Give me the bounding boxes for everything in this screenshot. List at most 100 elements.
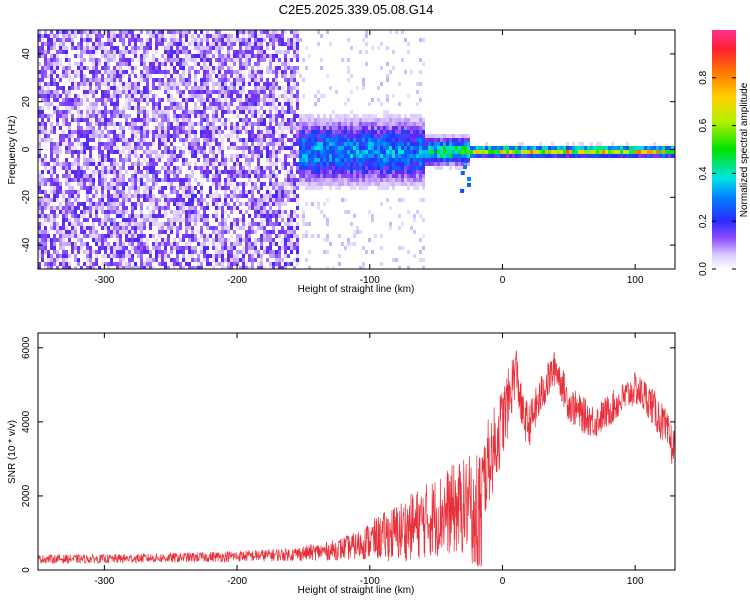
- spectrogram-cell: [200, 246, 203, 250]
- spectrogram-cell: [131, 210, 134, 214]
- spectrogram-cell: [230, 198, 233, 202]
- spectrogram-cell: [260, 86, 263, 90]
- spectrogram-cell: [446, 162, 449, 166]
- spectrogram-cell: [140, 138, 143, 142]
- spectrogram-cell: [539, 150, 542, 154]
- spectrogram-cell: [200, 110, 203, 114]
- spectrogram-cell: [386, 78, 389, 82]
- spectrogram-cell: [59, 150, 62, 154]
- spectrogram-cell: [248, 98, 251, 102]
- spectrogram-cell: [365, 114, 368, 118]
- spectrogram-cell: [170, 218, 173, 222]
- spectrogram-cell: [395, 182, 398, 186]
- spectrogram-cell: [89, 162, 92, 166]
- spectrogram-cell: [224, 70, 227, 74]
- spectrogram-cell: [221, 90, 224, 94]
- spectrogram-cell: [365, 134, 368, 138]
- spectrogram-cell: [350, 186, 353, 190]
- spectrogram-cell: [119, 214, 122, 218]
- spectrogram-cell: [107, 242, 110, 246]
- spectrogram-cell: [185, 54, 188, 58]
- spectrogram-cell: [95, 254, 98, 258]
- spectrogram-cell: [122, 198, 125, 202]
- spectrogram-cell: [320, 138, 323, 142]
- spectrogram-cell: [305, 222, 308, 226]
- spectrogram-cell: [194, 146, 197, 150]
- spectrogram-cell: [251, 186, 254, 190]
- spectrogram-cell: [188, 262, 191, 266]
- spectrogram-cell: [113, 242, 116, 246]
- spectrogram-cell: [215, 118, 218, 122]
- spectrogram-cell: [233, 86, 236, 90]
- spectrogram-cell: [305, 170, 308, 174]
- spectrogram-cell: [395, 118, 398, 122]
- spectrogram-cell: [272, 138, 275, 142]
- spectrogram-cell: [137, 198, 140, 202]
- spectrogram-cell: [521, 150, 524, 154]
- spectrogram-cell: [224, 246, 227, 250]
- spectrogram-cell: [323, 122, 326, 126]
- spectrogram-cell: [206, 222, 209, 226]
- spectrogram-cell: [251, 114, 254, 118]
- spectrogram-cell: [209, 90, 212, 94]
- spectrogram-cell: [44, 190, 47, 194]
- spectrogram-cell: [119, 254, 122, 258]
- spectrogram-cell: [47, 178, 50, 182]
- spectrogram-cell: [275, 218, 278, 222]
- spectrogram-cell: [287, 106, 290, 110]
- spectrogram-cell: [278, 122, 281, 126]
- spectrogram-cell: [53, 94, 56, 98]
- spectrogram-cell: [374, 174, 377, 178]
- spectrogram-cell: [80, 222, 83, 226]
- spectrogram-cell: [101, 210, 104, 214]
- spectrogram-cell: [38, 110, 41, 114]
- spectrogram-cell: [293, 122, 296, 126]
- spectrogram-cell: [464, 134, 467, 138]
- spectrogram-cell: [461, 154, 464, 158]
- spectrogram-cell: [392, 186, 395, 190]
- spectrogram-cell: [248, 190, 251, 194]
- spectrogram-cell: [275, 198, 278, 202]
- spectrogram-cell: [95, 98, 98, 102]
- spectrogram-cell: [248, 130, 251, 134]
- spectrogram-cell: [158, 242, 161, 246]
- spectrogram-cell: [77, 174, 80, 178]
- spectrogram-cell: [176, 38, 179, 42]
- spectrogram-cell: [509, 150, 512, 154]
- spectrogram-cell: [104, 62, 107, 66]
- spectrogram-cell: [296, 194, 299, 198]
- spectrogram-cell: [221, 170, 224, 174]
- spectrogram-cell: [209, 186, 212, 190]
- spectrogram-cell: [218, 82, 221, 86]
- spectrogram-cell: [113, 182, 116, 186]
- spectrogram-cell: [578, 146, 581, 150]
- spectrogram-cell: [338, 114, 341, 118]
- spectrogram-cell: [320, 118, 323, 122]
- spectrogram-cell: [98, 138, 101, 142]
- spectrogram-cell: [206, 134, 209, 138]
- spectrogram-cell: [152, 30, 155, 34]
- spectrogram-cell: [104, 98, 107, 102]
- spectrogram-cell: [113, 206, 116, 210]
- spectrogram-cell: [59, 86, 62, 90]
- spectrogram-cell: [251, 46, 254, 50]
- spectrogram-cell: [356, 146, 359, 150]
- spectrogram-cell: [326, 174, 329, 178]
- spectrogram-cell: [287, 50, 290, 54]
- spectrogram-cell: [389, 114, 392, 118]
- spectrogram-cell: [110, 250, 113, 254]
- spectrogram-cell: [83, 186, 86, 190]
- spectrogram-cell: [164, 194, 167, 198]
- spectrogram-cell: [452, 138, 455, 142]
- spectrogram-cell: [227, 58, 230, 62]
- spectrogram-cell: [98, 110, 101, 114]
- spectrogram-cell: [164, 230, 167, 234]
- spectrogram-cell: [410, 70, 413, 74]
- spectrogram-cell: [443, 150, 446, 154]
- spectrogram-cell: [119, 122, 122, 126]
- spectrogram-cell: [89, 138, 92, 142]
- spectrogram-cell: [311, 146, 314, 150]
- spectrogram-cell: [56, 110, 59, 114]
- spectrogram-cell: [119, 82, 122, 86]
